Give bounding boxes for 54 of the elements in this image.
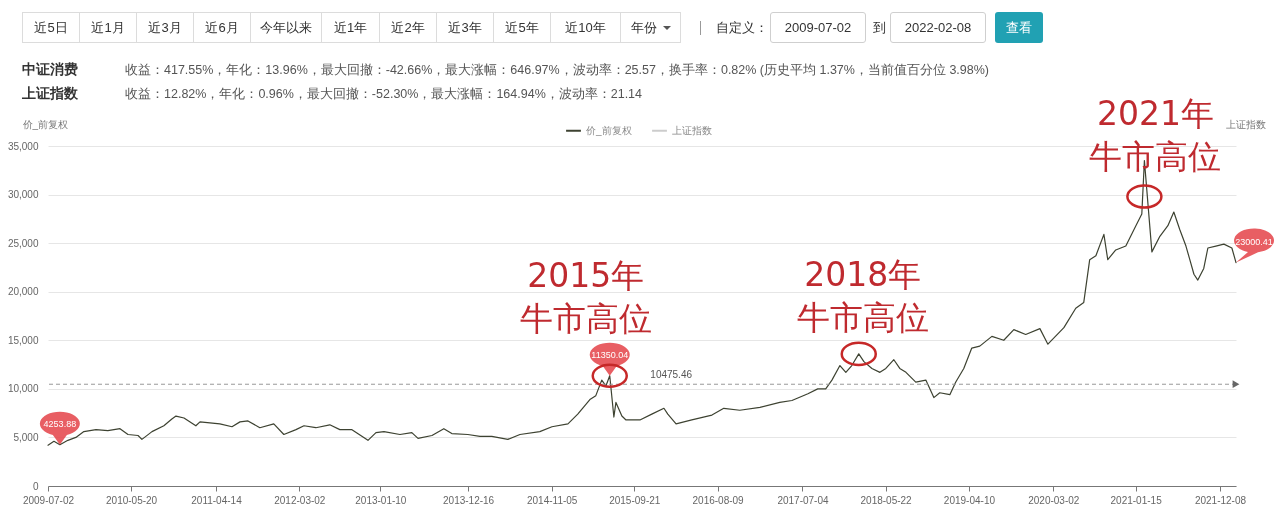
date-field: 2022-02-08 (890, 12, 986, 43)
x-tick-label: 2015-09-21 (609, 494, 661, 506)
tab-button: 近10年 (550, 12, 621, 43)
x-tick-label: 2019-04-10 (943, 494, 996, 506)
annotation: 2018年牛市高位 (796, 254, 929, 337)
x-tick-label: 2016-08-09 (692, 494, 745, 506)
tab-button: 近2年 (379, 12, 437, 43)
y-tick-label: 15,000 (7, 334, 39, 346)
x-tick-label: 2012-03-02 (274, 494, 326, 506)
date-field: 2009-07-02 (770, 12, 866, 43)
x-tick-label: 2011-04-14 (191, 494, 243, 506)
text: 自定义： (716, 20, 768, 35)
x-tick-label: 2021-01-15 (1110, 494, 1163, 506)
x-tick-label: 2009-07-02 (22, 494, 75, 506)
x-tick-label: 2014-11-05 (526, 494, 578, 506)
annotation: 2021年牛市高位 (1089, 93, 1222, 176)
text: 中证消费 (22, 61, 78, 77)
tab-button: 近1月 (79, 12, 137, 43)
tab-button: 近3月 (136, 12, 194, 43)
y-tick-label: 20,000 (7, 286, 39, 298)
tab-button: 近3年 (436, 12, 494, 43)
y-axis-title: 价_前复权 (21, 118, 69, 130)
tab-button: 近6月 (193, 12, 251, 43)
x-tick-label: 2013-01-10 (355, 494, 407, 506)
annotation: 4253.88 (43, 418, 77, 429)
tab-button: 近5年 (493, 12, 551, 43)
annotation: 2015年牛市高位 (519, 255, 652, 338)
x-tick-label: 2020-03-02 (1028, 494, 1080, 506)
annotation: 23000.41 (1235, 236, 1273, 247)
x-tick-label: 2018-05-22 (860, 494, 913, 506)
x-tick-label: 2010-05-20 (106, 494, 158, 506)
legend-label: 价_前复权 (585, 124, 632, 136)
submit-button: 查看 (995, 12, 1043, 43)
x-tick-label: 2017-07-04 (777, 494, 830, 506)
annotation: 11350.04 (591, 349, 629, 360)
text: 上证指数 (22, 85, 78, 101)
tab-button: 近5日 (22, 12, 80, 43)
y-tick-label: 0 (32, 480, 39, 492)
x-tick-label: 2013-12-16 (443, 494, 495, 506)
y-tick-label: 35,000 (7, 140, 39, 152)
text: 收益：417.55%，年化：13.96%，最大回撤：-42.66%，最大涨幅：646.97%，波动率：25.57，换手率：0.82% (历史平均 1.37%，当前值百分位 3.98%) (125, 62, 990, 77)
legend-label: 上证指数 (672, 124, 712, 136)
text: 到 (873, 20, 886, 35)
ref-line-label: 10475.46 (650, 369, 693, 381)
y-tick-label: 25,000 (7, 237, 39, 249)
y-tick-label: 10,000 (7, 383, 39, 395)
y-tick-label: 5,000 (13, 431, 39, 443)
x-tick-label: 2021-12-08 (1194, 494, 1247, 506)
text: 收益：12.82%，年化：0.96%，最大回撤：-52.30%，最大涨幅：164.94%，波动率：21.14 (125, 86, 643, 101)
y2-axis-title: 上证指数 (1225, 118, 1266, 130)
tab-button: 近1年 (321, 12, 380, 43)
y-tick-label: 30,000 (7, 189, 39, 201)
tab-button: 今年以来 (250, 12, 322, 43)
tab-button: 年份 (620, 12, 681, 43)
